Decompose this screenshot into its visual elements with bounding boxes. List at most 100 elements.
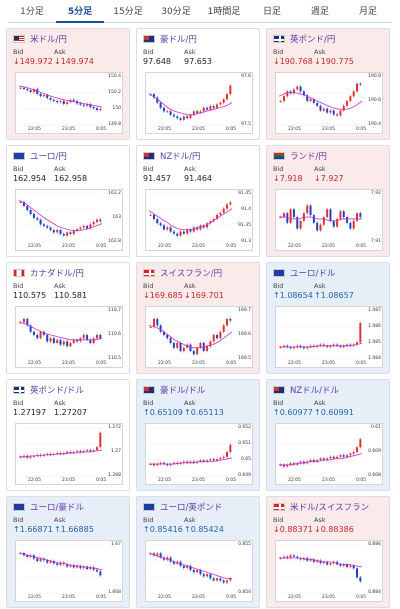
tab-5[interactable]: 日足 <box>262 7 281 17</box>
pair-name-link[interactable]: 豪ドル/ドル <box>160 386 206 396</box>
pair-name-link[interactable]: NZドル/円 <box>160 152 201 162</box>
y-tick-label: 0.649 <box>238 473 251 478</box>
mini-chart[interactable]: 1.272 1.27 1.268 22:05 23:05 0:05 <box>15 423 123 485</box>
candle <box>282 213 285 218</box>
candle <box>159 553 162 558</box>
bid-label: Bid <box>13 516 24 524</box>
tab-0[interactable]: 1分足 <box>20 7 44 17</box>
bid-value: ↑0.65109 <box>143 408 183 417</box>
rate-card[interactable]: 米ドル/スイスフラン Bid Ask ↓0.88371 ↓0.88386 0.886 0.8… <box>266 496 390 608</box>
pair-name-link[interactable]: ユーロ/ドル <box>290 269 336 279</box>
uk-flag <box>13 386 25 394</box>
pair-name-link[interactable]: ユーロ/英ポンド <box>160 503 223 513</box>
ask-label: Ask <box>184 399 196 407</box>
candle <box>312 559 315 562</box>
candle <box>82 335 85 339</box>
candle <box>169 464 172 466</box>
candle <box>149 464 152 465</box>
pair-name-link[interactable]: 米ドル/スイスフラン <box>290 503 370 513</box>
pair-name-link[interactable]: 英ポンド/円 <box>290 35 336 45</box>
candle <box>62 101 65 104</box>
card-header: 豪ドル/円 <box>143 33 197 45</box>
pair-name-link[interactable]: 英ポンド/ドル <box>30 386 84 396</box>
rate-card[interactable]: ユーロ/円 Bid Ask 162.954 162.958 163.2 163 162.8 22… <box>6 145 130 257</box>
candle <box>76 229 79 231</box>
mini-chart[interactable]: 0.855 0.854 22:05 23:05 0:05 <box>145 540 253 602</box>
pair-name-link[interactable]: 米ドル/円 <box>30 35 67 45</box>
candle <box>312 99 315 103</box>
y-tick-label: 110.7 <box>108 308 121 313</box>
mini-chart[interactable]: 97.6 97.5 22:05 23:05 0:05 <box>145 72 253 134</box>
mini-chart[interactable]: 169.7 169.6 169.5 22:05 23:05 0:05 <box>145 306 253 368</box>
mini-chart[interactable]: 1.67 1.668 22:05 23:05 0:05 <box>15 540 123 602</box>
candle <box>356 213 359 221</box>
candle <box>172 343 175 348</box>
ask-value: 1.27207 <box>54 408 88 417</box>
rate-card[interactable]: 米ドル/円 Bid Ask ↓149.972 ↓149.974 150.4 150.2 150… <box>6 28 130 140</box>
rate-card[interactable]: 豪ドル/ドル Bid Ask ↑0.65109 ↑0.65113 0.652 0.651 0.… <box>136 379 260 491</box>
candle <box>206 460 209 462</box>
candle <box>152 464 155 466</box>
candle <box>72 452 75 453</box>
candle <box>359 577 362 582</box>
rate-card[interactable]: NZドル/円 Bid Ask 91.457 91.464 91.45 91.4 91.35 91… <box>136 145 260 257</box>
pair-name-link[interactable]: ランド/円 <box>290 152 327 162</box>
rate-card[interactable]: ユーロ/豪ドル Bid Ask ↑1.66871 ↑1.66885 1.67 1.668 22… <box>6 496 130 608</box>
x-tick-label: 23:05 <box>62 595 75 600</box>
mini-chart[interactable]: 0.61 0.609 0.608 22:05 23:05 0:05 <box>275 423 383 485</box>
rate-card[interactable]: ランド/円 Bid Ask ↓7.918 ↓7.927 7.92 7.91 22:05 23:0… <box>266 145 390 257</box>
mini-chart[interactable]: 110.7 110.6 110.5 22:05 23:05 0:05 <box>15 306 123 368</box>
rate-card[interactable]: ユーロ/英ポンド Bid Ask ↑0.85416 ↑0.85424 0.855 0.854… <box>136 496 260 608</box>
candle <box>342 345 345 347</box>
tab-7[interactable]: 月足 <box>358 7 377 17</box>
rate-card[interactable]: 英ポンド/ドル Bid Ask 1.27197 1.27207 1.272 1.27 1.26… <box>6 379 130 491</box>
rate-card[interactable]: ユーロ/ドル Bid Ask ↑1.08654 ↑1.08657 1.087 1.086 1.… <box>266 262 390 374</box>
mini-chart[interactable]: 1.087 1.086 1.085 1.084 22:05 23:05 0:05 <box>275 306 383 368</box>
rate-card[interactable]: 英ポンド/円 Bid Ask ↓190.768 ↓190.775 190.8 190.6 19… <box>266 28 390 140</box>
candle <box>296 463 299 465</box>
candle <box>162 225 165 230</box>
mini-chart[interactable]: 190.8 190.6 190.4 22:05 23:05 0:05 <box>275 72 383 134</box>
mini-chart[interactable]: 7.92 7.91 22:05 23:05 0:05 <box>275 189 383 251</box>
bid-value: 97.648 <box>143 57 171 66</box>
candle <box>196 570 199 573</box>
candle <box>356 342 359 345</box>
pair-name-link[interactable]: NZドル/ドル <box>290 386 340 396</box>
candle <box>156 464 159 466</box>
pair-name-link[interactable]: 豪ドル/円 <box>160 35 197 45</box>
tab-3[interactable]: 30分足 <box>161 7 191 17</box>
mini-chart[interactable]: 150.4 150.2 150 149.8 22:05 23:05 0:05 <box>15 72 123 134</box>
rate-card[interactable]: NZドル/ドル Bid Ask ↑0.60977 ↑0.60991 0.61 0.609 0.… <box>266 379 390 491</box>
mini-chart[interactable]: 91.45 91.4 91.35 91.3 22:05 23:05 0:05 <box>145 189 253 251</box>
pair-name-link[interactable]: スイスフラン/円 <box>160 269 223 279</box>
candle <box>329 456 332 459</box>
candle <box>86 450 89 452</box>
candle <box>69 565 72 567</box>
moving-average-line <box>18 552 103 571</box>
y-tick-label: 1.67 <box>110 542 121 547</box>
ask-label: Ask <box>314 165 326 173</box>
tab-6[interactable]: 週足 <box>310 7 329 17</box>
candle <box>352 452 355 454</box>
y-tick-label: 1.087 <box>368 308 381 313</box>
pair-name-link[interactable]: カナダドル/円 <box>30 269 84 279</box>
pair-name-link[interactable]: ユーロ/円 <box>30 152 67 162</box>
pair-name-link[interactable]: ユーロ/豪ドル <box>30 503 84 513</box>
rate-card[interactable]: スイスフラン/円 Bid Ask ↓169.685 ↓169.701 169.7 169.6… <box>136 262 260 374</box>
bid-value: ↓169.685 <box>143 291 183 300</box>
rate-card[interactable]: 豪ドル/円 Bid Ask 97.648 97.653 97.6 97.5 22:05 23:0… <box>136 28 260 140</box>
mini-chart[interactable]: 0.886 0.884 22:05 23:05 0:05 <box>275 540 383 602</box>
y-tick-label: 7.91 <box>370 239 381 244</box>
candle <box>196 111 199 113</box>
candle <box>99 108 102 110</box>
rate-card[interactable]: カナダドル/円 Bid Ask 110.575 110.581 110.7 110.6 110… <box>6 262 130 374</box>
tab-2[interactable]: 15分足 <box>113 7 143 17</box>
mini-chart[interactable]: 163.2 163 162.8 22:05 23:05 0:05 <box>15 189 123 251</box>
tab-1[interactable]: 5分足 <box>56 3 104 23</box>
candle <box>316 102 319 106</box>
mini-chart[interactable]: 0.652 0.651 0.65 0.649 22:05 23:05 0:05 <box>145 423 253 485</box>
moving-average-line <box>279 453 363 466</box>
tab-4[interactable]: 1時間足 <box>207 7 241 17</box>
card-header: カナダドル/円 <box>13 267 84 279</box>
candle <box>59 101 62 103</box>
